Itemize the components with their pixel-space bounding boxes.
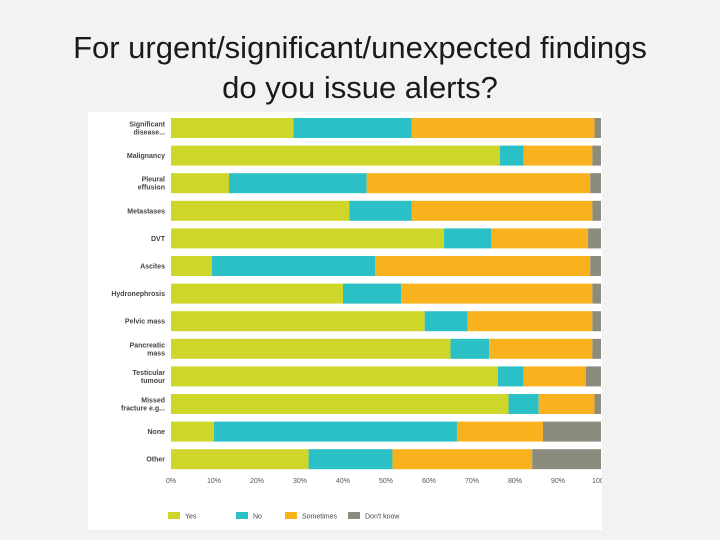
bar-segment-4-2 xyxy=(349,200,412,221)
bar-segment-11-4 xyxy=(594,394,601,414)
bar-segment-3-3 xyxy=(366,173,591,194)
chart-panel: Significant disease... Malignancy Pleural ef… xyxy=(88,112,602,530)
x-tick-label: 10% xyxy=(207,478,221,485)
legend-label: Yes xyxy=(185,514,197,521)
bar-segment-7-3 xyxy=(401,283,593,304)
bar-segment-4-3 xyxy=(411,200,593,221)
chart-bars xyxy=(171,118,601,470)
bar-segment-8-3 xyxy=(467,311,593,332)
category-label: effusion xyxy=(138,185,165,192)
bar-segment-3-4 xyxy=(590,173,601,194)
bar-segment-12-3 xyxy=(456,421,543,442)
bar-segment-11-2 xyxy=(508,394,539,414)
bar-segment-11-1 xyxy=(171,394,509,414)
bar-segment-9-2 xyxy=(450,338,490,359)
chart-legend: Yes No Sometimes Don't know xyxy=(168,512,400,521)
bar-segment-13-1 xyxy=(171,449,309,470)
x-tick-label: 30% xyxy=(293,478,307,485)
bar-segment-7-2 xyxy=(343,283,402,304)
category-label: Ascites xyxy=(140,264,165,271)
bar-segment-11-3 xyxy=(538,394,595,414)
x-tick-label: 80% xyxy=(508,478,522,485)
legend-label: Sometimes xyxy=(302,514,338,521)
category-label: Malignancy xyxy=(127,153,165,160)
bar-segment-2-1 xyxy=(171,145,500,166)
bar-segment-7-1 xyxy=(171,283,343,304)
x-tick-label: 40% xyxy=(336,478,350,485)
bar-segment-8-1 xyxy=(171,311,425,332)
bar-segment-5-3 xyxy=(491,228,589,249)
bar-segment-12-1 xyxy=(171,421,214,442)
bar-segment-6-2 xyxy=(211,256,376,276)
bar-segment-10-4 xyxy=(585,366,601,387)
bar-segment-12-4 xyxy=(542,421,601,442)
category-label: Pelvic mass xyxy=(125,319,165,326)
x-tick-label: 70% xyxy=(465,478,479,485)
bar-segment-5-1 xyxy=(171,228,445,249)
bar-segment-9-4 xyxy=(592,338,601,359)
bar-segment-2-3 xyxy=(523,145,593,166)
x-tick-label: 0% xyxy=(166,478,176,485)
legend-label: Don't know xyxy=(365,514,400,521)
x-tick-label: 100% xyxy=(592,478,602,485)
bar-segment-13-3 xyxy=(392,449,533,470)
category-label: Pancreatic xyxy=(130,342,166,349)
category-label: Significant xyxy=(129,122,165,129)
category-label: Pleural xyxy=(142,177,165,184)
x-tick-label: 50% xyxy=(379,478,393,485)
bar-segment-8-2 xyxy=(424,311,468,332)
bar-segment-8-4 xyxy=(592,311,601,332)
legend-swatch xyxy=(285,512,297,519)
category-label: fracture e.g... xyxy=(121,406,165,413)
bar-segment-9-1 xyxy=(171,338,451,359)
bar-segment-5-4 xyxy=(588,228,601,249)
category-label: DVT xyxy=(151,236,166,243)
category-label: Metastases xyxy=(127,208,165,215)
category-label: Testicular xyxy=(132,370,165,377)
bar-segment-2-2 xyxy=(499,145,524,166)
bar-segment-5-2 xyxy=(444,228,492,249)
bar-segment-7-4 xyxy=(592,283,601,304)
x-axis-ticks: 0% 10% 20% 30% 40% 50% 60% 70% 80% 90% 100% xyxy=(166,478,602,485)
bar-segment-3-1 xyxy=(171,173,230,194)
bar-segment-2-4 xyxy=(592,145,601,166)
bar-segment-6-4 xyxy=(590,256,601,276)
bar-segment-4-4 xyxy=(592,200,601,221)
x-tick-label: 20% xyxy=(250,478,264,485)
bar-segment-13-4 xyxy=(532,449,601,470)
category-label: Other xyxy=(146,457,165,464)
legend-swatch xyxy=(348,512,360,519)
legend-swatch xyxy=(236,512,248,519)
bar-segment-13-2 xyxy=(308,449,393,470)
bar-segment-10-1 xyxy=(171,366,498,387)
category-label: tumour xyxy=(141,378,165,385)
slide-title: For urgent/significant/unexpected findin… xyxy=(73,30,647,105)
category-label: disease... xyxy=(133,130,165,137)
bar-segment-3-2 xyxy=(229,173,367,194)
bar-segment-1-4 xyxy=(594,118,601,138)
legend-swatch xyxy=(168,512,180,519)
bar-segment-1-2 xyxy=(293,118,412,138)
bar-segment-6-3 xyxy=(375,256,591,276)
bar-segment-1-1 xyxy=(171,118,294,138)
bar-segment-10-2 xyxy=(497,366,524,387)
bar-segment-6-1 xyxy=(171,256,212,276)
category-label: Hydronephrosis xyxy=(111,291,165,298)
bar-segment-9-3 xyxy=(489,338,593,359)
legend-label: No xyxy=(253,514,262,521)
bar-segment-1-3 xyxy=(411,118,595,138)
category-label: mass xyxy=(147,350,165,357)
x-tick-label: 90% xyxy=(551,478,565,485)
bar-segment-12-2 xyxy=(214,421,457,442)
x-tick-label: 60% xyxy=(422,478,436,485)
bar-segment-10-3 xyxy=(523,366,586,387)
category-label: Missed xyxy=(141,398,165,405)
bar-segment-4-1 xyxy=(171,200,350,221)
category-label: None xyxy=(148,429,166,436)
